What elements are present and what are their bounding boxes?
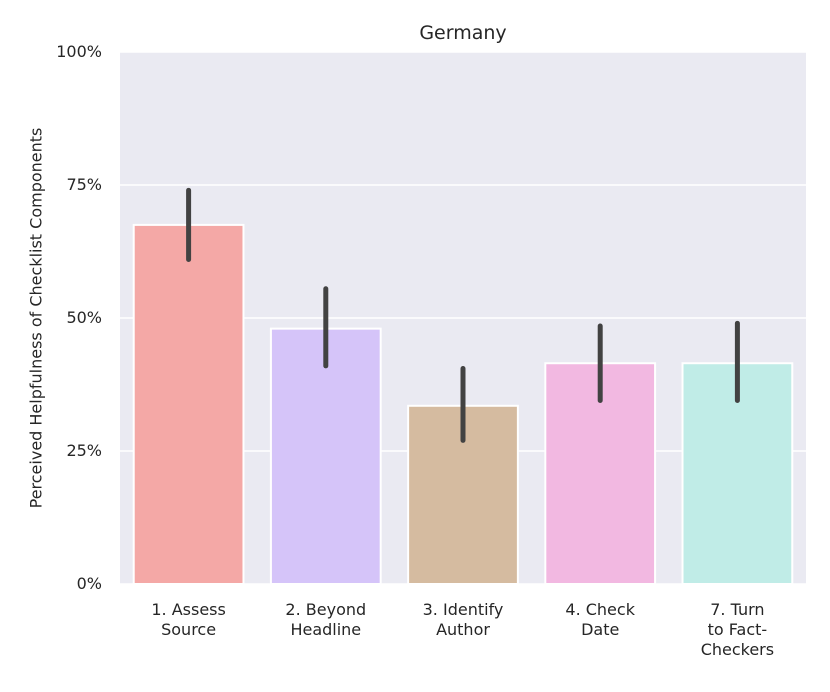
y-tick-label: 75% bbox=[66, 175, 102, 194]
x-tick-line: Date bbox=[581, 620, 620, 639]
x-tick-line: Author bbox=[436, 620, 490, 639]
y-tick-label: 100% bbox=[56, 42, 102, 61]
bar-3 bbox=[407, 404, 519, 585]
x-tick-line: Headline bbox=[290, 620, 362, 639]
bar-1 bbox=[132, 223, 245, 585]
x-tick-line: 3. Identify bbox=[422, 600, 504, 619]
x-tick-line: Checkers bbox=[700, 640, 775, 659]
x-tick-label: 3. Identify Author bbox=[398, 600, 528, 640]
bar-2 bbox=[269, 327, 382, 586]
y-axis-label: Perceived Helpfulness of Checklist Compo… bbox=[26, 127, 46, 509]
x-tick-label: 2. Beyond Headline bbox=[261, 600, 391, 640]
x-tick-line: Source bbox=[161, 620, 217, 639]
x-tick-line: 4. Check bbox=[565, 600, 635, 619]
x-tick-line: to Fact- bbox=[707, 620, 768, 639]
y-tick-label: 50% bbox=[66, 308, 102, 327]
x-tick-label: 7. Turn to Fact- Checkers bbox=[672, 600, 802, 660]
x-tick-label: 1. Assess Source bbox=[124, 600, 254, 640]
x-tick-label: 4. Check Date bbox=[535, 600, 665, 640]
x-tick-line: 7. Turn bbox=[710, 600, 765, 619]
y-tick-label: 0% bbox=[76, 574, 102, 593]
x-tick-line: 2. Beyond bbox=[285, 600, 367, 619]
chart-title: Germany bbox=[419, 22, 507, 44]
x-tick-line: 1. Assess bbox=[151, 600, 226, 619]
y-tick-label: 25% bbox=[66, 441, 102, 460]
